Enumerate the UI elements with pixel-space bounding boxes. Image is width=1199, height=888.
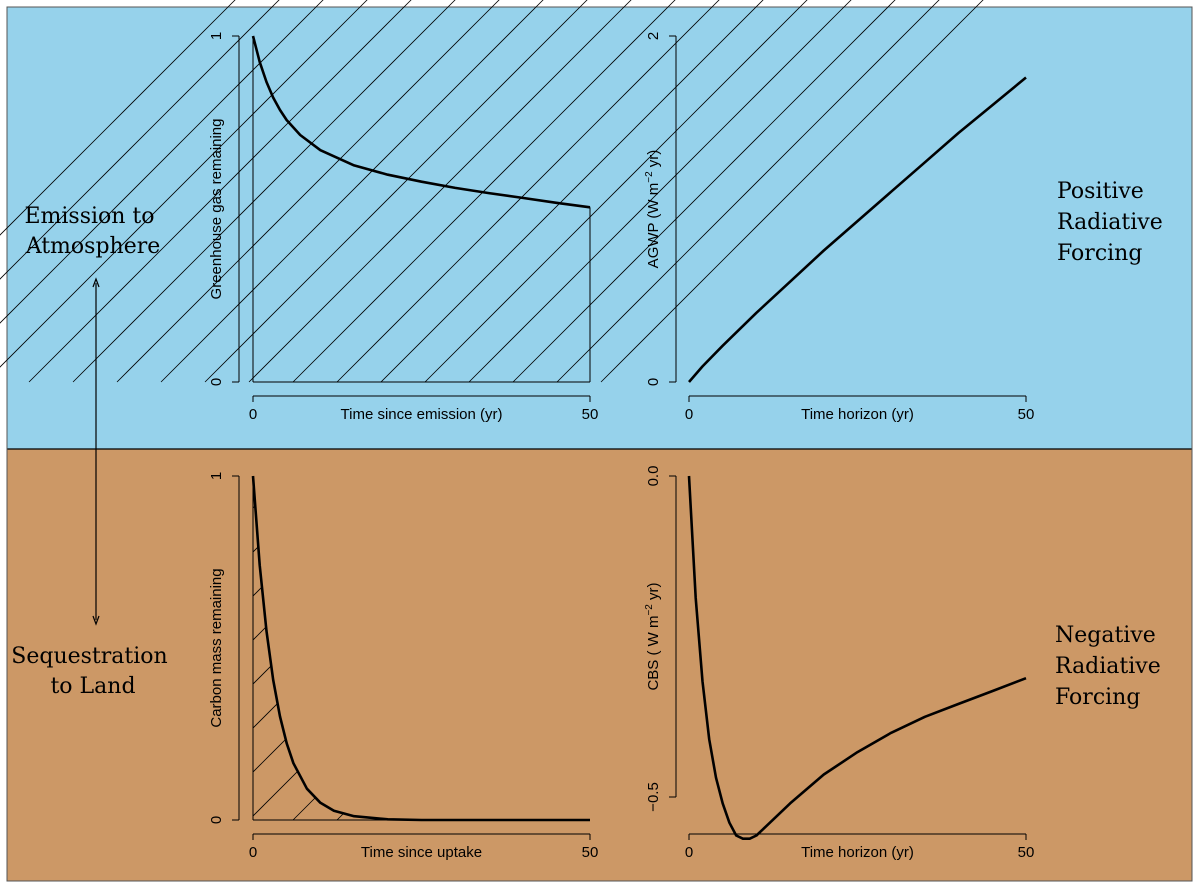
right-bottom-label: Negative Radiative Forcing (1055, 623, 1168, 710)
hatch-line (512, 0, 896, 383)
y-tick-label: 0 (208, 378, 225, 386)
y-axis-label-part: yr) (645, 150, 662, 172)
x-axis-label: Time horizon (yr) (801, 406, 914, 423)
y-tick-label: −0.5 (645, 782, 662, 812)
x-tick-label: 0 (685, 844, 693, 861)
x-axis-label: Time since uptake (361, 844, 482, 861)
hatch-line (204, 0, 588, 383)
top-band (7, 7, 1192, 449)
y-tick-label: 0 (208, 816, 225, 824)
hatch-line (28, 0, 412, 383)
left-top-label-line-2: Atmosphere (25, 234, 161, 259)
x-tick-label: 50 (1018, 406, 1035, 423)
series-line (251, 35, 591, 209)
left-bottom-label-line-1: Sequestration (11, 644, 167, 669)
series-line (251, 475, 590, 822)
hatch-line (0, 0, 280, 280)
y-axis-label-part: yr) (645, 582, 662, 604)
right-top-label: Positive Radiative Forcing (1057, 179, 1170, 266)
x-tick-label: 0 (249, 844, 257, 861)
figure-border (6, 6, 1193, 882)
y-axis-label-superscript: −2 (644, 604, 655, 616)
panel-agwp: 0 2 0 50 Time horizon (yr) AGWP (W m−2 yr) (644, 32, 1034, 423)
hatch-line (116, 0, 500, 383)
hatch-line (556, 0, 940, 383)
series-line (687, 475, 1027, 840)
right-top-label-line-1: Positive (1057, 179, 1144, 204)
right-bottom-label-line-3: Forcing (1055, 685, 1140, 710)
hatch-fill (0, 0, 984, 383)
hatch-line (248, 0, 632, 383)
right-bottom-label-line-1: Negative (1055, 623, 1156, 648)
hatch-line (336, 0, 720, 383)
hatch-line (424, 0, 808, 383)
y-axis-label: Carbon mass remaining (208, 568, 225, 727)
hatch-line (72, 0, 456, 383)
y-axis-label-part: AGWP (W m (645, 183, 662, 269)
right-top-label-line-3: Forcing (1057, 241, 1142, 266)
panel-greenhouse-gas: 0 1 0 50 Time since emission (yr) Greenhouse … (0, 0, 984, 423)
y-axis-label-part: CBS ( W m (645, 616, 662, 691)
x-axis-label: Time horizon (yr) (801, 844, 914, 861)
x-tick-label: 0 (249, 406, 257, 423)
left-bottom-label: Sequestration to Land (11, 644, 174, 699)
left-top-label: Emission to Atmosphere (24, 204, 161, 259)
series-line (688, 76, 1027, 383)
hatch-line (380, 0, 764, 383)
right-bottom-label-line-2: Radiative (1055, 654, 1161, 679)
hatch-line (0, 0, 236, 236)
y-axis-label: CBS ( W m−2 yr) (644, 582, 662, 690)
y-axis-label-superscript: −2 (644, 171, 655, 183)
x-tick-label: 50 (582, 406, 599, 423)
panel-cbs: −0.5 0.0 0 50 Time horizon (yr) CBS ( W m−2 y… (644, 466, 1034, 861)
y-tick-label: 0.0 (645, 466, 662, 487)
y-tick-label: 2 (645, 32, 662, 40)
x-tick-label: 0 (685, 406, 693, 423)
hatch-line (292, 0, 676, 383)
hatch-line (0, 0, 368, 368)
y-tick-label: 1 (208, 472, 225, 480)
y-tick-label: 0 (645, 378, 662, 386)
right-top-label-line-2: Radiative (1057, 210, 1163, 235)
double-headed-vertical-arrow-icon (92, 277, 100, 626)
x-tick-label: 50 (582, 844, 599, 861)
y-axis-label: Greenhouse gas remaining (208, 119, 225, 300)
hatch-line (468, 0, 852, 383)
left-bottom-label-line-2: to Land (50, 674, 135, 699)
hatch-line (0, 0, 324, 324)
x-axis-label: Time since emission (yr) (341, 406, 503, 423)
y-axis-label: AGWP (W m−2 yr) (644, 150, 662, 269)
x-tick-label: 50 (1018, 844, 1035, 861)
bottom-band (7, 449, 1192, 881)
left-top-label-line-1: Emission to (24, 204, 154, 229)
hatch-line (600, 0, 984, 383)
hatch-line (160, 0, 544, 383)
y-tick-label: 1 (208, 32, 225, 40)
